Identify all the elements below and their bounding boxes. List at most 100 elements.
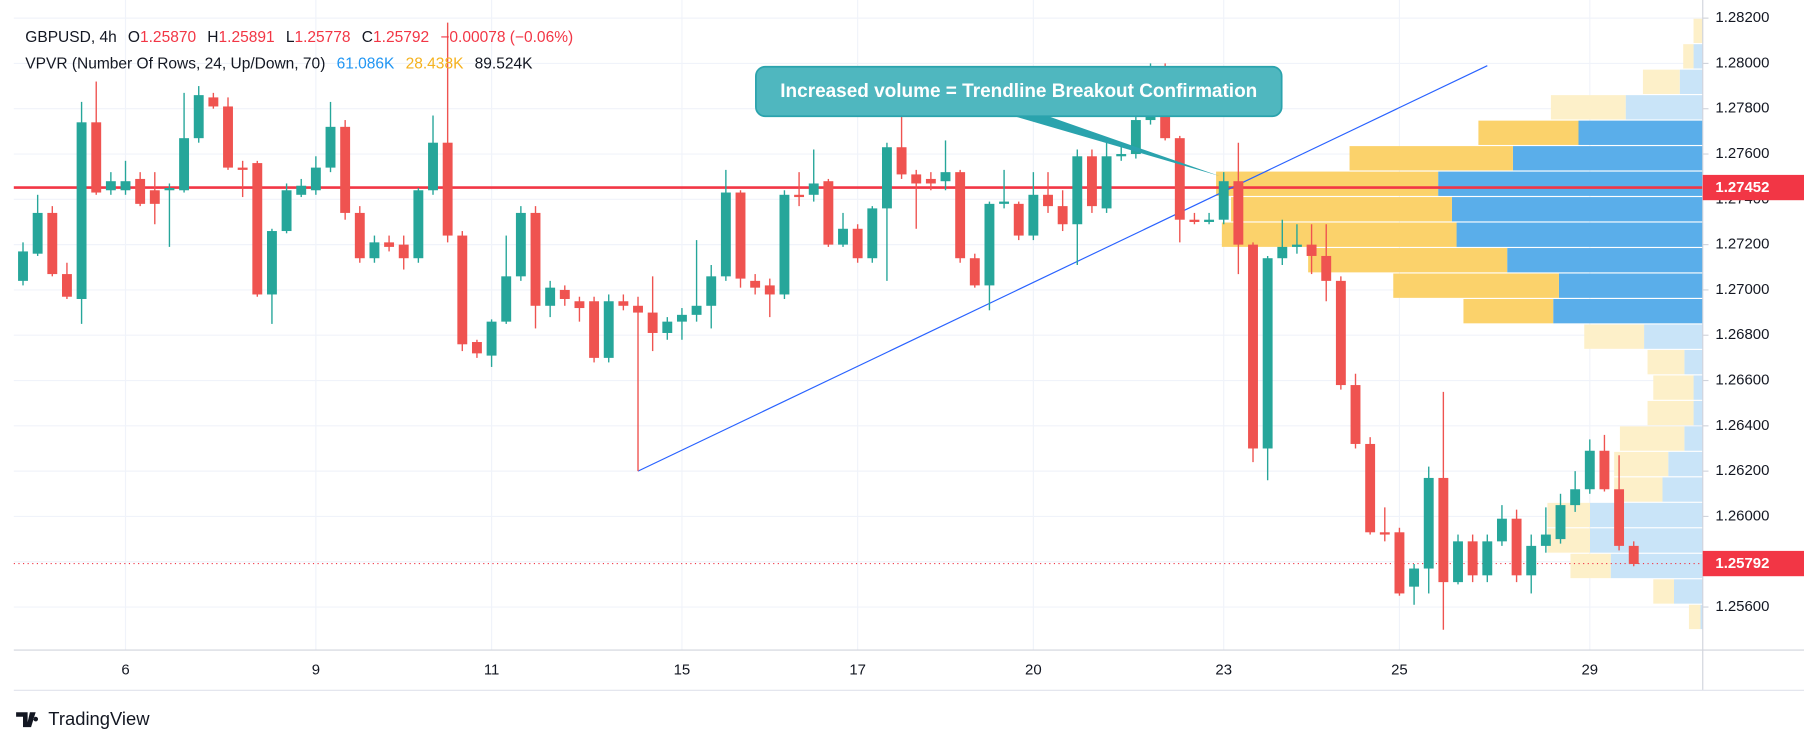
candle-body	[281, 190, 292, 232]
volume-down-bar	[1688, 604, 1701, 630]
candle-body	[1218, 181, 1229, 220]
volume-down-bar	[1570, 553, 1611, 579]
volume-down-bar	[1683, 44, 1694, 69]
ohlc-key: H	[207, 29, 218, 46]
volume-down-bar	[1584, 324, 1645, 349]
candle-body	[515, 212, 526, 277]
indicator-up: 61.086K	[337, 56, 395, 73]
candle-body	[1262, 258, 1273, 449]
candle-body	[999, 201, 1010, 204]
candle-body	[1496, 518, 1507, 542]
candle-body	[852, 228, 863, 259]
volume-down-bar	[1653, 375, 1694, 400]
volume-up-bar	[1625, 95, 1703, 120]
candle-body	[881, 147, 892, 209]
candle-body	[1482, 541, 1493, 576]
brand-logo: TradingView	[16, 708, 150, 729]
candle-body	[1291, 244, 1302, 247]
candle-body	[1394, 532, 1405, 594]
volume-up-bar	[1578, 120, 1703, 145]
volume-up-bar	[1684, 349, 1703, 375]
y-tick-label: 1.26800	[1715, 326, 1769, 343]
candle-body	[779, 194, 790, 295]
x-tick-label: 9	[312, 662, 320, 679]
y-tick-label: 1.27600	[1715, 145, 1769, 162]
x-tick-label: 29	[1581, 662, 1598, 679]
symbol: GBPUSD, 4h	[25, 29, 116, 46]
volume-up-bar	[1610, 553, 1703, 579]
annotation-text: Increased volume = Trendline Breakout Co…	[780, 81, 1257, 102]
indicator-name: VPVR (Number Of Rows, 24, Up/Down, 70)	[25, 56, 325, 73]
x-tick-label: 20	[1025, 662, 1042, 679]
candle-body	[47, 212, 58, 275]
indicator-total: 89.524K	[475, 56, 533, 73]
volume-up-bar	[1693, 44, 1703, 69]
trendline	[637, 65, 1488, 472]
volume-down-bar	[1647, 349, 1685, 375]
volume-down-bar	[1642, 69, 1680, 94]
candle-body	[18, 251, 28, 281]
volume-profile	[1216, 18, 1703, 630]
candle-body	[135, 178, 146, 204]
annotation-box	[755, 65, 1283, 118]
volume-down-bar	[1221, 222, 1457, 247]
candle-body	[61, 274, 72, 297]
candle-body	[647, 312, 658, 333]
candle-body	[457, 235, 468, 345]
candle-body	[1130, 120, 1141, 155]
volume-down-bar	[1349, 146, 1513, 171]
price-label-box	[1702, 550, 1804, 577]
axes: 1.282001.280001.278001.276001.274001.272…	[13, 0, 1804, 691]
candle-body	[1233, 181, 1244, 245]
x-tick-label: 23	[1215, 662, 1232, 679]
candle-body	[940, 172, 951, 182]
y-tick-label: 1.25600	[1715, 598, 1769, 615]
candle-body	[1277, 246, 1288, 259]
candle-body	[413, 190, 424, 259]
volume-up-bar	[1693, 375, 1703, 400]
candle-body	[808, 183, 819, 195]
volume-down-bar	[1693, 18, 1703, 44]
candle-body	[1013, 203, 1024, 236]
candle-body	[149, 190, 160, 204]
candle-body	[1043, 194, 1053, 207]
volume-down-bar	[1231, 197, 1452, 222]
volume-down-bar	[1653, 579, 1674, 604]
candle-body	[1467, 541, 1478, 576]
ohlc-value: 1.25778	[294, 29, 350, 46]
candle-body	[720, 192, 731, 277]
volume-up-bar	[1644, 324, 1703, 349]
candle-body	[1116, 154, 1127, 157]
candle-body	[164, 188, 175, 191]
candle-body	[1584, 450, 1595, 490]
candle-body	[1189, 219, 1200, 222]
volume-up-bar	[1693, 400, 1703, 426]
volume-up-bar	[1662, 477, 1703, 502]
candle-body	[838, 228, 848, 245]
candle-body	[105, 181, 116, 191]
candle-body	[1409, 568, 1420, 587]
y-tick-label: 1.27800	[1715, 100, 1769, 117]
indicator-legend: VPVR (Number Of Rows, 24, Up/Down, 70) 6…	[25, 56, 533, 73]
candle-body	[603, 301, 614, 358]
candle-body	[1614, 489, 1625, 546]
ohlc-value: 1.25870	[140, 29, 196, 46]
candle-body	[1028, 194, 1039, 236]
symbol-legend: GBPUSD, 4h O1.25870 H1.25891 L1.25778 C1…	[25, 29, 573, 46]
volume-down-bar	[1463, 298, 1554, 324]
candle-body	[1599, 450, 1610, 490]
candle-body	[1086, 156, 1097, 207]
y-tick-label: 1.26400	[1715, 417, 1769, 434]
price-label: 1.27452	[1715, 179, 1769, 196]
candle-body	[501, 276, 512, 322]
candle-body	[193, 95, 204, 139]
candle-body	[1526, 545, 1537, 576]
ohlc-value: 1.25891	[219, 29, 275, 46]
candle-body	[428, 142, 438, 191]
candle-body	[384, 242, 395, 247]
candle-body	[764, 285, 775, 295]
candle-body	[1306, 244, 1317, 256]
ohlc-value: 1.25792	[373, 29, 429, 46]
candle-body	[574, 301, 585, 309]
